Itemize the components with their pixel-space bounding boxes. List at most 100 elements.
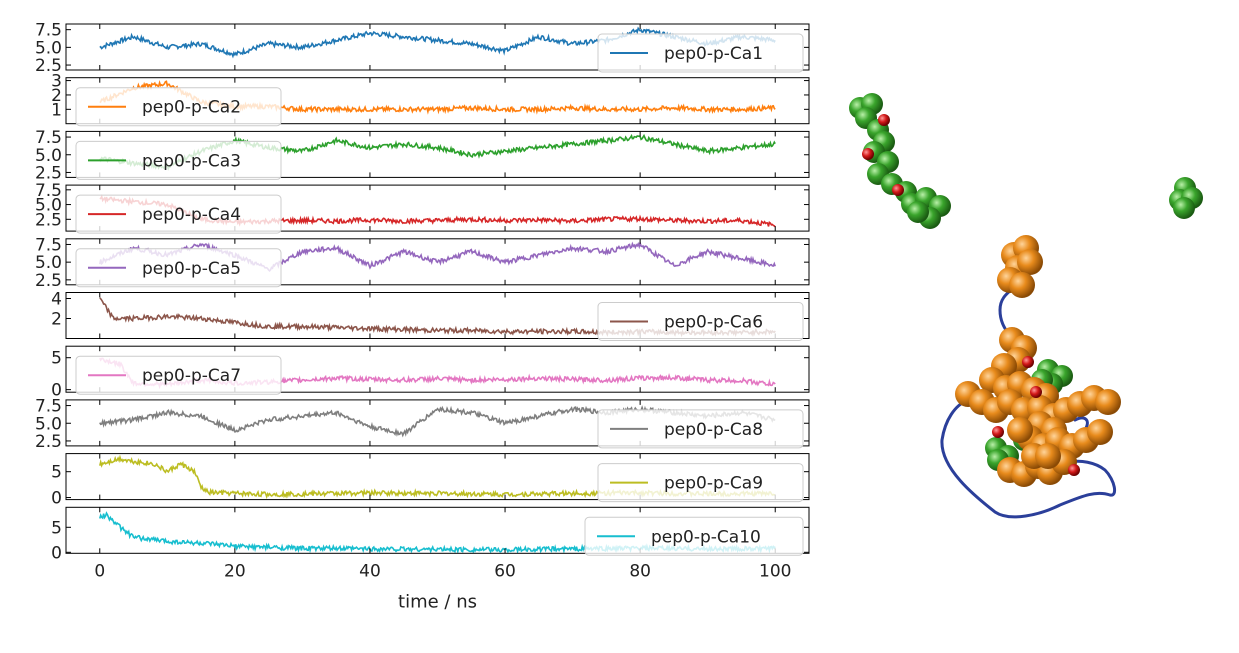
legend-label: pep0-p-Ca7 xyxy=(142,366,241,386)
y-tick-label: 5 xyxy=(51,518,62,538)
legend-box xyxy=(75,355,282,395)
y-tick-label: 5 xyxy=(51,463,62,483)
y-tick-label: 0 xyxy=(51,543,62,563)
figure-svg: 2.55.07.5pep0-p-Ca1123pep0-p-Ca22.55.07.… xyxy=(35,21,810,612)
y-tick-label: 3 xyxy=(51,72,62,92)
y-tick-label: 2.5 xyxy=(35,271,62,291)
legend-box xyxy=(75,87,282,127)
x-tick-label: 80 xyxy=(629,561,651,581)
red-atom xyxy=(892,184,904,196)
orange-atom xyxy=(1087,419,1113,445)
orange-atom xyxy=(1035,443,1061,469)
legend-pep0-p-Ca1: pep0-p-Ca1 xyxy=(597,33,804,73)
panel-frame xyxy=(65,506,810,554)
y-tick-label: 7.5 xyxy=(35,181,62,201)
green-atom xyxy=(907,201,929,223)
panel-frame xyxy=(65,184,810,232)
panel-pep0-p-Ca3: 2.55.07.5 pep0-p-Ca3 xyxy=(35,128,810,183)
panel-frame xyxy=(65,77,810,125)
legend-box xyxy=(75,248,282,288)
legend-label: pep0-p-Ca6 xyxy=(664,313,763,333)
panel-pep0-p-Ca5: 2.55.07.5 pep0-p-Ca5 xyxy=(35,235,810,291)
y-tick-label: 7.5 xyxy=(35,21,62,41)
orange-atom xyxy=(1017,249,1043,275)
y-tick-label: 5.0 xyxy=(35,196,62,216)
legend-label: pep0-p-Ca4 xyxy=(142,205,241,225)
legend-pep0-p-Ca5: pep0-p-Ca5 xyxy=(75,248,282,288)
red-atom xyxy=(878,114,890,126)
legend-pep0-p-Ca2: pep0-p-Ca2 xyxy=(75,87,282,127)
legend-label: pep0-p-Ca1 xyxy=(664,44,763,64)
y-tick-label: 2.5 xyxy=(35,432,62,452)
y-tick-label: 2.5 xyxy=(35,56,62,76)
legend-label: pep0-p-Ca3 xyxy=(142,151,241,171)
y-tick-label: 5.0 xyxy=(35,253,62,273)
legend-pep0-p-Ca4: pep0-p-Ca4 xyxy=(75,194,282,234)
y-tick-label: 0 xyxy=(51,381,62,401)
series-line xyxy=(99,26,776,59)
series-line xyxy=(99,240,776,273)
y-tick-label: 2 xyxy=(51,86,62,106)
legend-box xyxy=(75,140,282,180)
y-tick-label: 2.5 xyxy=(35,163,62,183)
orange-atom xyxy=(1007,417,1033,443)
panel-pep0-p-Ca10: 0 5 pep0-p-Ca10 xyxy=(51,506,810,563)
green-atom xyxy=(1173,197,1195,219)
red-atom xyxy=(862,148,874,160)
y-tick-label: 4 xyxy=(51,290,62,310)
panel-pep0-p-Ca6: 24 pep0-p-Ca6 xyxy=(51,290,810,341)
panel-pep0-p-Ca7: 0 5 pep0-p-Ca7 xyxy=(51,345,810,401)
panel-pep0-p-Ca9: 0 5 pep0-p-Ca9 xyxy=(51,453,810,509)
y-tick-label: 2 xyxy=(51,310,62,330)
panel-pep0-p-Ca1: 2.55.07.5 pep0-p-Ca1 xyxy=(35,21,810,76)
y-tick-label: 5.0 xyxy=(35,146,62,166)
legend-pep0-p-Ca7: pep0-p-Ca7 xyxy=(75,355,282,395)
x-tick-label: 100 xyxy=(759,561,791,581)
y-tick-label: 5 xyxy=(51,349,62,369)
legend-pep0-p-Ca3: pep0-p-Ca3 xyxy=(75,140,282,180)
red-atom xyxy=(992,426,1004,438)
panels-group: 2.55.07.5pep0-p-Ca1123pep0-p-Ca22.55.07.… xyxy=(35,21,810,563)
y-tick-label: 2.5 xyxy=(35,210,62,230)
legend-label: pep0-p-Ca8 xyxy=(664,420,763,440)
orange-atom xyxy=(1009,272,1035,298)
panel-pep0-p-Ca4: 2.55.07.5 pep0-p-Ca4 xyxy=(35,181,810,234)
y-tick-label: 7.5 xyxy=(35,397,62,417)
atom-spheres xyxy=(849,93,1203,487)
legend-pep0-p-Ca10: pep0-p-Ca10 xyxy=(584,516,804,556)
molecule-structure xyxy=(849,93,1203,519)
y-tick-label: 7.5 xyxy=(35,128,62,148)
legend-box xyxy=(597,409,804,449)
x-tick-label: 40 xyxy=(359,561,381,581)
x-tick-label: 60 xyxy=(494,561,516,581)
legend-pep0-p-Ca9: pep0-p-Ca9 xyxy=(597,463,804,503)
panel-pep0-p-Ca2: 123 pep0-p-Ca2 xyxy=(51,72,810,127)
y-tick-label: 7.5 xyxy=(35,235,62,255)
legend-label: pep0-p-Ca9 xyxy=(664,474,763,494)
x-tick-label: 20 xyxy=(224,561,246,581)
y-tick-label: 5.0 xyxy=(35,38,62,58)
red-atom xyxy=(1022,356,1034,368)
y-tick-label: 0 xyxy=(51,489,62,509)
legend-pep0-p-Ca8: pep0-p-Ca8 xyxy=(597,409,804,449)
panel-frame xyxy=(65,453,810,501)
panel-frame xyxy=(65,345,810,393)
legend-box xyxy=(597,33,804,73)
x-axis: 0 20 40 60 80 100 time / ns xyxy=(94,561,791,612)
legend-box xyxy=(75,194,282,234)
legend-label: pep0-p-Ca2 xyxy=(142,98,241,118)
legend-box xyxy=(584,516,804,556)
legend-label: pep0-p-Ca5 xyxy=(142,259,241,279)
x-axis-label: time / ns xyxy=(398,591,477,612)
legend-pep0-p-Ca6: pep0-p-Ca6 xyxy=(597,302,804,341)
red-atom xyxy=(1068,464,1080,476)
legend-label: pep0-p-Ca10 xyxy=(651,527,761,547)
y-tick-label: 5.0 xyxy=(35,414,62,434)
x-tick-label: 0 xyxy=(94,561,105,581)
legend-box xyxy=(597,463,804,503)
y-tick-label: 1 xyxy=(51,100,62,120)
panel-pep0-p-Ca8: 2.55.07.5 pep0-p-Ca8 xyxy=(35,397,810,452)
orange-atom xyxy=(1095,389,1121,415)
red-atom xyxy=(1030,386,1042,398)
legend-box xyxy=(597,302,804,341)
